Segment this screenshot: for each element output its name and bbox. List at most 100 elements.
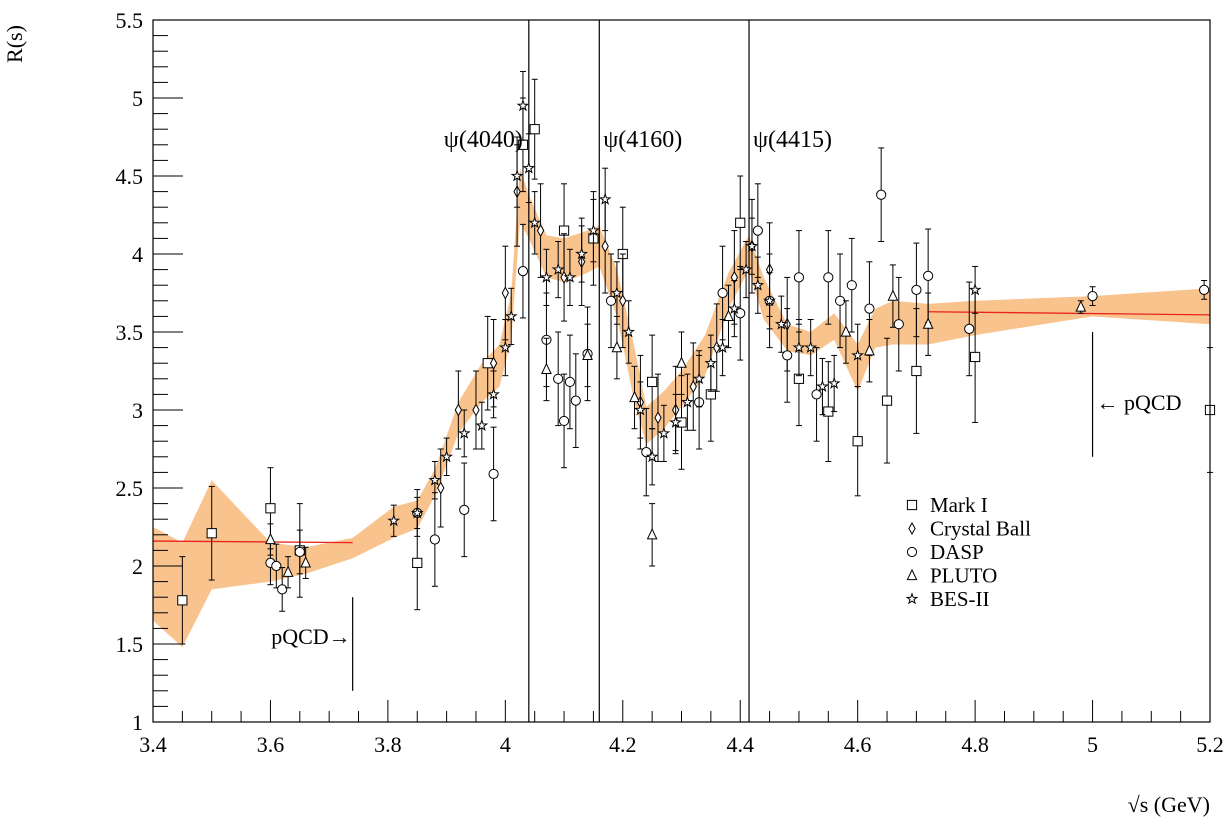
data-point-star: [739, 262, 753, 276]
data-point-star: [816, 379, 829, 393]
data-point-circle: [429, 534, 440, 545]
data-point-star: [504, 309, 518, 322]
data-point-circle: [517, 266, 529, 277]
legend-label: BES-II: [930, 587, 990, 611]
legend-marker-circle: [906, 546, 918, 558]
data-point-circle: [553, 373, 564, 384]
data-point-triangle: [611, 340, 623, 353]
data-point-star: [487, 387, 500, 400]
data-point-triangle: [723, 309, 734, 321]
x-axis-label: √s (GeV): [1128, 792, 1210, 817]
data-point-circle: [752, 225, 763, 236]
data-point-triangle: [864, 343, 875, 356]
data-point-diamond: [472, 403, 480, 417]
x-tick-label: 4: [500, 732, 511, 757]
data-point-circle: [564, 376, 576, 388]
data-point-circle: [911, 284, 922, 295]
data-point-circle: [271, 560, 282, 572]
data-point-star: [528, 216, 542, 229]
data-point-circle: [893, 319, 904, 330]
x-tick-label: 3.4: [139, 732, 167, 757]
data-point-square: [970, 351, 981, 363]
data-point-square: [735, 217, 746, 228]
data-point-triangle: [840, 325, 852, 337]
data-point-star: [716, 340, 730, 354]
y-axis-label: R(s): [2, 25, 27, 63]
data-point-star: [645, 450, 659, 463]
x-tick-label: 4.2: [609, 732, 637, 757]
data-point-star: [774, 317, 788, 330]
data-point-diamond: [619, 294, 627, 308]
data-point-star: [498, 340, 512, 354]
y-tick-label: 2: [132, 554, 143, 579]
data-point-star: [575, 247, 589, 260]
data-point-circle: [923, 270, 934, 281]
data-point-circle: [793, 272, 805, 283]
data-point-star: [745, 239, 759, 252]
legend-label: Crystal Ball: [930, 517, 1031, 541]
resonance-label: ψ(4415): [753, 127, 832, 153]
data-point-star: [410, 506, 424, 519]
legend-label: Mark I: [930, 493, 988, 517]
data-point-triangle: [676, 356, 687, 368]
data-point-square: [177, 595, 188, 606]
legend-marker-square: [906, 499, 918, 511]
data-point-triangle: [646, 528, 658, 540]
axes-layer: [152, 19, 1211, 723]
data-point-star: [968, 283, 982, 296]
tick-label-layer: 3.4 3.6 3.8 4 4.2 4.4 4.6 4.8 5 5.2 1 1.5 2 2.5 3 3.5 4 4…: [116, 8, 1224, 757]
data-point-star: [522, 161, 536, 174]
fit-line: [152, 540, 353, 544]
y-tick-label: 5.5: [116, 8, 144, 33]
data-point-star: [540, 270, 553, 283]
data-point-circle: [811, 389, 822, 400]
data-point-star: [633, 403, 647, 416]
data-point-square: [412, 557, 423, 568]
data-point-star: [510, 169, 524, 182]
data-point-circle: [735, 308, 746, 319]
y-tick-label: 4.5: [116, 164, 144, 189]
data-point-star: [563, 270, 577, 283]
data-point-diamond: [501, 286, 510, 300]
pqcd-label: ← pQCD: [1097, 390, 1182, 415]
data-point-layer: [177, 70, 1216, 645]
data-point-circle: [459, 504, 470, 515]
data-point-triangle: [541, 362, 552, 375]
data-point-diamond: [454, 403, 463, 417]
data-point-circle: [964, 323, 975, 334]
x-tick-label: 4.8: [961, 732, 989, 757]
data-point-circle: [488, 468, 499, 480]
data-point-diamond: [654, 411, 662, 425]
y-tick-label: 1: [132, 710, 143, 735]
data-point-circle: [846, 280, 857, 291]
data-point-circle: [823, 272, 834, 283]
data-point-triangle: [1075, 300, 1087, 312]
data-point-circle: [277, 584, 288, 595]
data-point-triangle: [582, 348, 593, 360]
data-point-circle: [1199, 284, 1210, 295]
x-tick-label: 3.8: [374, 732, 402, 757]
data-point-diamond: [536, 223, 545, 238]
data-point-square: [206, 528, 217, 539]
y-tick-label: 5: [132, 86, 143, 111]
y-tick-label: 3.5: [116, 320, 144, 345]
data-point-square: [529, 124, 540, 135]
data-point-circle: [605, 295, 617, 306]
data-point-circle: [876, 189, 887, 200]
data-point-triangle: [629, 390, 640, 403]
x-tick-label: 5.2: [1196, 732, 1224, 757]
data-point-triangle: [300, 556, 312, 568]
data-point-star: [704, 356, 718, 369]
data-point-star: [827, 376, 841, 389]
x-tick-label: 4.4: [726, 732, 754, 757]
data-point-circle: [782, 350, 793, 361]
data-point-star: [551, 262, 565, 276]
resonance-label: ψ(4040): [444, 127, 523, 153]
legend-marker-star: [905, 592, 919, 605]
data-point-square: [881, 395, 893, 406]
data-point-square: [647, 376, 658, 388]
annotation-layer: ψ(4040) ψ(4160) ψ(4415) pQCD→ ← pQCD: [271, 127, 1182, 691]
data-point-star: [587, 223, 600, 237]
legend-marker-triangle: [906, 568, 918, 581]
data-point-diamond: [489, 356, 498, 370]
